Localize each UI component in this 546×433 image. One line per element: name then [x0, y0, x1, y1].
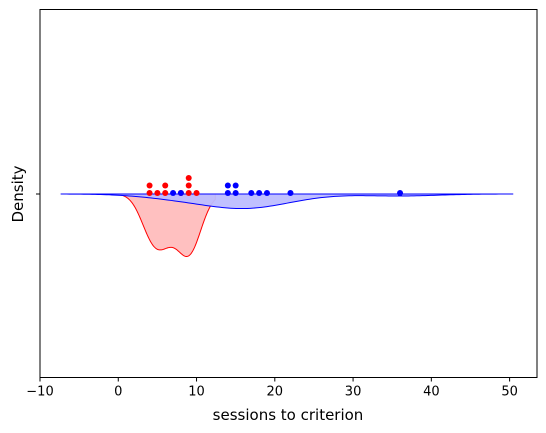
point-s2-2: [177, 190, 184, 196]
strip-points-layer: [146, 175, 404, 196]
point-s2-11: [397, 190, 404, 196]
point-s2-10: [287, 190, 294, 196]
point-s2-3: [224, 190, 231, 196]
point-s2-4: [224, 182, 231, 189]
x-axis-label: sessions to criterion: [213, 406, 364, 424]
x-tick-label: 10: [188, 385, 205, 400]
point-s2-5: [232, 190, 239, 196]
x-tick-label: 50: [501, 385, 518, 400]
point-s2-6: [232, 182, 239, 189]
violin-layer: [60, 193, 514, 257]
x-tick-label: 40: [423, 385, 440, 400]
point-s1-9: [185, 175, 192, 181]
x-tick-label: 20: [267, 385, 284, 400]
x-tick-label: −10: [26, 385, 53, 400]
point-s2-9: [263, 190, 270, 196]
point-s1-4: [162, 190, 169, 196]
point-s2-7: [248, 190, 255, 196]
point-s1-3: [154, 190, 161, 196]
point-s1-1: [146, 190, 153, 196]
violin-1: [115, 193, 216, 257]
point-s2-8: [256, 190, 263, 196]
x-axis-ticks: −10 0 10 20 30 40 50: [26, 377, 518, 400]
x-tick-label: 30: [345, 385, 362, 400]
violin-2: [60, 193, 514, 210]
point-s1-10: [193, 190, 200, 196]
point-s1-8: [185, 182, 192, 189]
point-s1-2: [146, 182, 153, 189]
y-axis-label: Density: [9, 165, 27, 222]
point-s1-7: [185, 190, 192, 196]
point-s2-1: [170, 190, 177, 196]
point-s1-5: [162, 182, 169, 189]
x-tick-label: 0: [114, 385, 122, 400]
